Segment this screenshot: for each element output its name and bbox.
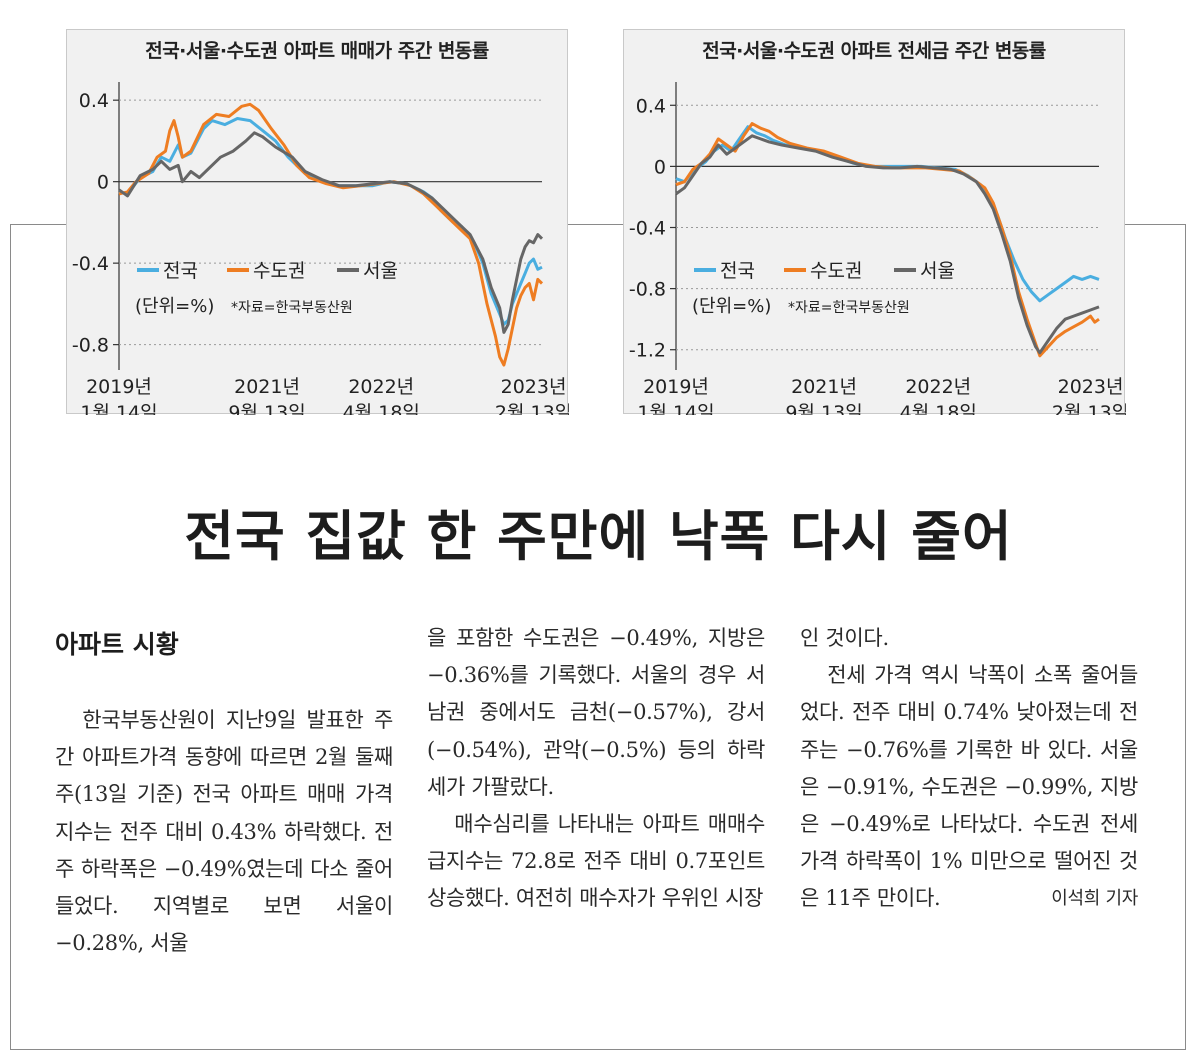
- paragraph: 전세 가격 역시 낙폭이 소폭 줄어들었다. 전주 대비 0.74% 낮아졌는데…: [800, 657, 1138, 917]
- x-tick-label: 2019년: [643, 376, 709, 398]
- section-label: 아파트 시황: [55, 630, 179, 659]
- paragraph: 매수심리를 나타내는 아파트 매매수급지수는 72.8로 전주 대비 0.7포인…: [427, 812, 765, 911]
- source-note: *자료=한국부동산원: [231, 300, 353, 316]
- source-note: *자료=한국부동산원: [788, 300, 910, 316]
- x-tick-label: 9월 13일: [785, 402, 862, 415]
- legend-label: 서울: [363, 260, 398, 282]
- x-tick-label: 1월 14일: [80, 402, 157, 415]
- x-tick-label: 2월 13일: [495, 402, 569, 415]
- article-column-1: 한국부동산원이 지난9일 발표한 주간 아파트가격 동향에 따르면 2월 둘째주…: [55, 702, 393, 962]
- jeonse-chart: 전국·서울·수도권 아파트 전세금 주간 변동률 0.4 0 -0.4 -0.8 -1.…: [623, 29, 1126, 415]
- x-tick-label: 1월 14일: [637, 402, 714, 415]
- unit-note: (단위=%): [135, 296, 214, 317]
- series-line-서울: [675, 134, 1100, 355]
- y-tick-label: -0.8: [629, 279, 666, 301]
- legend-label: 수도권: [253, 260, 305, 282]
- y-tick-label: 0.4: [79, 90, 109, 112]
- byline: 이석희 기자: [1051, 888, 1138, 910]
- x-tick-label: 2019년: [86, 376, 152, 398]
- paragraph: 한국부동산원이 지난9일 발표한 주간 아파트가격 동향에 따르면 2월 둘째주…: [55, 708, 393, 956]
- series-line-서울: [118, 131, 544, 334]
- legend-label: 서울: [920, 260, 955, 282]
- y-tick-label: -0.4: [72, 253, 109, 275]
- series-line-수도권: [675, 122, 1100, 358]
- sale-price-chart: 전국·서울·수도권 아파트 매매가 주간 변동률 0.4 0 -0.4 -0.8 201…: [66, 29, 569, 415]
- chart-title: 전국·서울·수도권 아파트 매매가 주간 변동률: [145, 40, 489, 62]
- y-tick-label: 0: [97, 172, 109, 194]
- x-tick-label: 4월 18일: [343, 402, 420, 415]
- paragraph-text: 전세 가격 역시 낙폭이 소폭 줄어들었다. 전주 대비 0.74% 낮아졌는데…: [800, 663, 1138, 911]
- x-tick-label: 2023년: [501, 376, 567, 398]
- jeonse-chart-svg: 0.4 0 -0.4 -0.8 -1.2 2019년 1월 14일 2021년 9월 13일 20…: [629, 82, 1126, 415]
- article-column-3: 인 것이다. 전세 가격 역시 낙폭이 소폭 줄어들었다. 전주 대비 0.74…: [800, 620, 1138, 918]
- sale-price-chart-svg: 0.4 0 -0.4 -0.8 2019년 1월 14일 2021년 9월 13일 2022년 4…: [72, 82, 569, 415]
- y-tick-label: -0.4: [629, 218, 666, 240]
- x-tick-label: 4월 18일: [900, 402, 977, 415]
- x-tick-label: 9월 13일: [228, 402, 305, 415]
- y-tick-label: -1.2: [629, 340, 666, 362]
- series-line-전국: [118, 117, 543, 326]
- paragraph: 인 것이다.: [800, 626, 889, 650]
- x-tick-label: 2월 13일: [1052, 402, 1126, 415]
- y-tick-label: 0: [654, 156, 666, 178]
- legend-label: 전국: [163, 260, 198, 282]
- chart-title: 전국·서울·수도권 아파트 전세금 주간 변동률: [702, 40, 1046, 62]
- article-column-2: 을 포함한 수도권은 −0.49%, 지방은 −0.36%를 기록했다. 서울의…: [427, 620, 765, 918]
- legend-label: 전국: [720, 260, 755, 282]
- unit-note: (단위=%): [692, 296, 771, 317]
- x-tick-label: 2022년: [348, 376, 414, 398]
- legend-label: 수도권: [810, 260, 862, 282]
- series-line-수도권: [118, 102, 544, 367]
- y-tick-label: -0.8: [72, 335, 109, 357]
- x-tick-label: 2022년: [905, 376, 971, 398]
- x-tick-label: 2021년: [791, 376, 857, 398]
- paragraph: 을 포함한 수도권은 −0.49%, 지방은 −0.36%를 기록했다. 서울의…: [427, 626, 765, 799]
- headline: 전국 집값 한 주만에 낙폭 다시 줄어: [184, 504, 1013, 568]
- x-tick-label: 2023년: [1058, 376, 1124, 398]
- x-tick-label: 2021년: [234, 376, 300, 398]
- y-tick-label: 0.4: [636, 95, 666, 117]
